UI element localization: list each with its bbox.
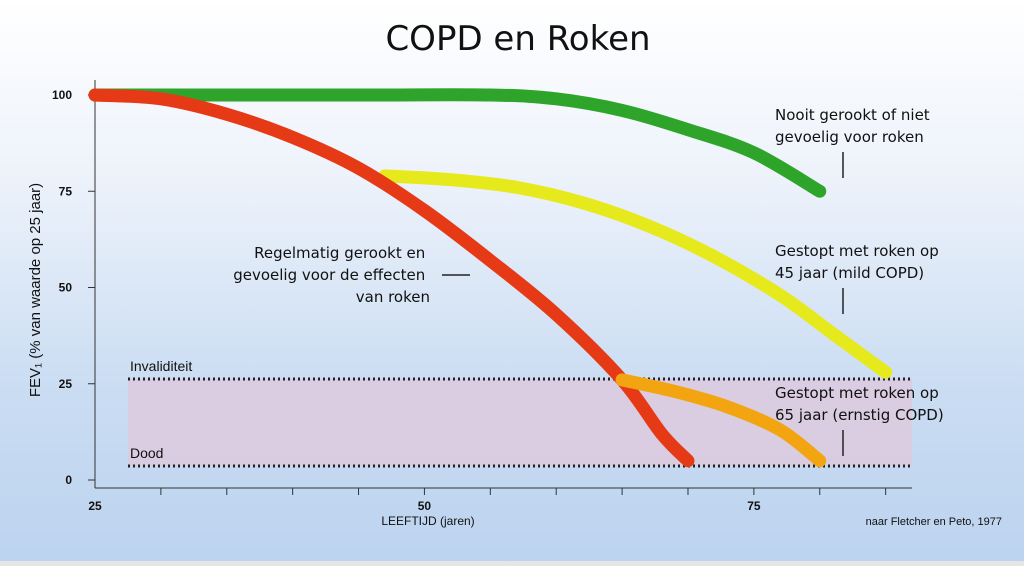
label-quit-45: Gestopt met roken op 45 jaar (mild COPD) <box>775 242 944 282</box>
label-quit-45-line-2: 45 jaar (mild COPD) <box>775 264 924 282</box>
label-never-smoked-line-1: Nooit gerookt of niet <box>775 106 930 124</box>
x-axis-label: LEEFTIJD (jaren) <box>381 514 474 528</box>
label-never-smoked-line-2: gevoelig voor roken <box>775 128 924 146</box>
series-quit-45 <box>378 169 893 379</box>
x-tick-label-75: 75 <box>747 499 761 513</box>
label-never-smoked: Nooit gerookt of niet gevoelig voor roke… <box>775 106 934 146</box>
y-tick-label-100: 100 <box>52 88 72 102</box>
y-tick-label-75: 75 <box>59 184 73 198</box>
x-tick-label-25: 25 <box>88 499 102 513</box>
chart-title: COPD en Roken <box>385 19 650 59</box>
label-quit-65: Gestopt met roken op 65 jaar (ernstig CO… <box>775 384 944 424</box>
y-tick-label-0: 0 <box>65 473 72 487</box>
label-regular-smoker-line-2: gevoelig voor de effecten <box>233 266 425 284</box>
disability-band <box>128 379 912 466</box>
y-tick-label-25: 25 <box>59 377 73 391</box>
bottom-strip <box>0 561 1024 566</box>
label-regular-smoker-line-1: Regelmatig gerookt en <box>254 244 425 262</box>
label-regular-smoker-line-3: van roken <box>356 288 430 306</box>
label-quit-65-line-1: Gestopt met roken op <box>775 384 939 402</box>
y-axis-label: FEV₁ (% van waarde op 25 jaar) <box>27 183 44 397</box>
x-tick-label-50: 50 <box>418 499 432 513</box>
series-regular-smoker <box>88 88 695 468</box>
label-regular-smoker: Regelmatig gerookt en gevoelig voor de e… <box>233 244 430 306</box>
y-tick-label-50: 50 <box>59 281 73 295</box>
series-quit-65 <box>615 373 827 468</box>
source-note: naar Fletcher en Peto, 1977 <box>866 516 1002 528</box>
invaliditeit-label: Invaliditeit <box>130 358 192 374</box>
dood-label: Dood <box>130 445 163 461</box>
series-never-smoked <box>88 88 827 198</box>
label-quit-45-line-1: Gestopt met roken op <box>775 242 939 260</box>
label-quit-65-line-2: 65 jaar (ernstig COPD) <box>775 406 944 424</box>
